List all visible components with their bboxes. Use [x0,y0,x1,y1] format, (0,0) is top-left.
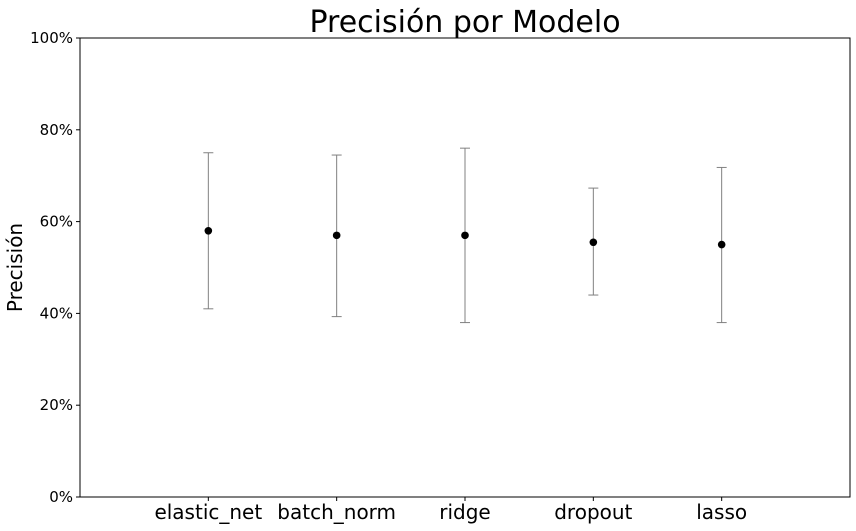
x-tick-label: elastic_net [154,500,262,524]
x-tick-label: batch_norm [277,500,396,524]
data-points [204,226,726,249]
y-tick-label: 60% [40,213,73,231]
data-point [461,231,469,240]
data-point [589,238,598,247]
y-tick-label: 40% [40,304,73,322]
x-tick-label: dropout [554,500,632,524]
chart-title: Precisión por Modelo [309,5,620,40]
y-axis-label: Precisión [3,223,27,312]
x-axis-ticks: elastic_net batch_norm ridge dropout lasso [154,497,747,524]
y-tick-label: 100% [30,29,73,47]
data-point [332,231,341,240]
y-tick-label: 20% [40,396,73,414]
data-point [717,240,726,249]
y-axis-ticks: 0% 20% 40% 60% 80% 100% [30,29,80,506]
y-tick-label: 80% [40,121,73,139]
data-point [204,226,213,235]
y-tick-label: 0% [49,488,73,506]
x-tick-label: ridge [439,500,490,524]
x-tick-label: lasso [696,500,747,524]
